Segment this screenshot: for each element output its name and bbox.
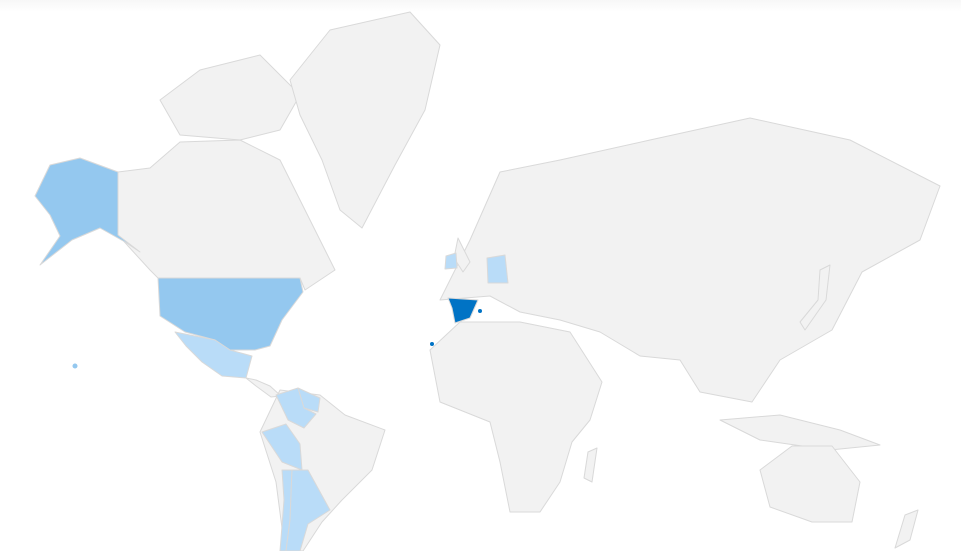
region-greenland[interactable] — [289, 11, 441, 229]
region-ireland[interactable] — [444, 252, 458, 270]
region-madagascar[interactable] — [583, 447, 598, 483]
region-eurasia[interactable] — [439, 117, 941, 403]
region-africa[interactable] — [429, 321, 603, 513]
region-united-states[interactable] — [157, 277, 304, 351]
region-spain[interactable] — [447, 297, 479, 324]
region-argentina[interactable] — [285, 469, 331, 551]
region-australia[interactable] — [759, 445, 861, 523]
region-japan[interactable] — [799, 264, 831, 331]
region-new-zealand[interactable] — [894, 509, 919, 549]
region-canary-islands[interactable] — [430, 342, 434, 346]
region-alaska[interactable] — [34, 157, 141, 266]
region-central-america[interactable] — [245, 377, 282, 398]
region-balearic[interactable] — [478, 309, 482, 313]
region-south-america[interactable] — [259, 389, 386, 551]
region-colombia[interactable] — [275, 387, 317, 429]
region-indonesia[interactable] — [719, 414, 881, 451]
region-arctic-islands[interactable] — [159, 54, 301, 141]
map-top-strip — [0, 0, 961, 12]
region-hawaii[interactable] — [72, 363, 78, 369]
region-uk[interactable] — [453, 237, 471, 273]
region-peru[interactable] — [261, 423, 303, 471]
region-canada[interactable] — [117, 139, 336, 291]
region-germany[interactable] — [486, 254, 509, 284]
